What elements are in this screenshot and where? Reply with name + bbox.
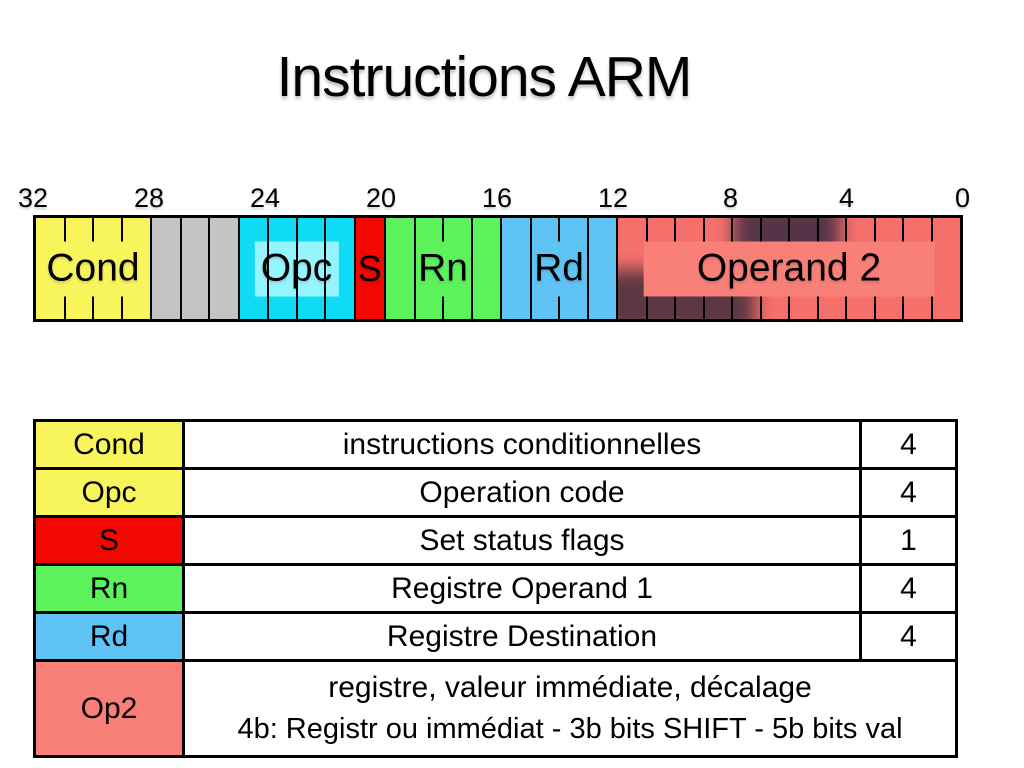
- bit-ruler-label: 8: [722, 183, 739, 213]
- legend-bits-cell: 4: [859, 611, 958, 662]
- field-label-op2: Operand 2: [643, 241, 935, 296]
- legend-description-cell: Set status flags: [182, 515, 862, 566]
- legend-bits-cell: 4: [859, 563, 958, 614]
- field-unused: [150, 218, 238, 319]
- legend-key-cell: Rd: [33, 611, 185, 662]
- bit-cell-divider: [470, 218, 473, 319]
- field-label-rn: Rn: [417, 241, 469, 296]
- legend-key-cell: Cond: [33, 419, 185, 470]
- bit-cell-divider: [267, 218, 269, 319]
- slide-title: Instructions ARM: [276, 45, 693, 109]
- bit-ruler-label: 4: [838, 183, 855, 213]
- field-label-rd: Rd: [533, 241, 585, 296]
- field-rd: Rd: [500, 218, 616, 319]
- field-cond: Cond: [36, 218, 150, 319]
- bit-ruler-label: 0: [954, 183, 971, 213]
- legend-key-cell: Rn: [33, 563, 185, 614]
- legend-key-cell: Opc: [33, 467, 185, 518]
- legend-row-rd: Rd Registre Destination 4: [33, 611, 958, 662]
- bit-ruler-label: 12: [597, 183, 629, 213]
- legend-description-cell: instructions conditionnelles: [182, 419, 862, 470]
- legend-description-line2: 4b: Registr ou immédiat - 3b bits SHIFT …: [237, 713, 903, 746]
- legend-bits-cell: 4: [859, 419, 958, 470]
- legend-key-cell: Op2: [33, 659, 185, 758]
- field-label-cond: Cond: [43, 241, 143, 296]
- bit-ruler-label: 32: [17, 183, 49, 213]
- legend-row-s: S Set status flags 1: [33, 515, 958, 566]
- bit-ruler-label: 16: [481, 183, 513, 213]
- legend-key-cell: S: [33, 515, 185, 566]
- field-s: S: [353, 218, 384, 319]
- field-op2: Operand 2: [616, 218, 960, 319]
- bit-ruler-label: 28: [133, 183, 165, 213]
- legend-description-cell: Operation code: [182, 467, 862, 518]
- field-rn: Rn: [384, 218, 500, 319]
- bit-cell-divider: [529, 218, 532, 319]
- field-label-s: S: [357, 247, 382, 289]
- bit-cell-divider: [295, 218, 298, 319]
- legend-description-cell: registre, valeur immédiate, décalage 4b: …: [182, 659, 958, 758]
- bit-cell-divider: [586, 218, 589, 319]
- field-opc: Opc: [237, 218, 354, 319]
- legend-bits-cell: 4: [859, 467, 958, 518]
- legend-row-opc: Opc Operation code 4: [33, 467, 958, 518]
- legend-description-cell: Registre Operand 1: [182, 563, 862, 614]
- legend-description-line1: registre, valeur immédiate, décalage: [328, 671, 812, 705]
- bit-cell-divider: [324, 218, 326, 319]
- bit-cell-divider: [413, 218, 416, 319]
- legend-bits-cell: 1: [859, 515, 958, 566]
- legend-row-cond: Cond instructions conditionnelles 4: [33, 419, 958, 470]
- bit-cell-divider: [208, 218, 210, 319]
- bit-ruler-label: 20: [365, 183, 397, 213]
- legend-row-op2: Op2 registre, valeur immédiate, décalage 4…: [33, 659, 958, 758]
- legend-description-cell: Registre Destination: [182, 611, 862, 662]
- legend-table: Cond instructions conditionnelles 4 Opc Oper…: [33, 419, 958, 758]
- bit-cell-divider: [179, 218, 182, 319]
- instruction-bitfield-diagram: Cond Opc S Rn Rd Operand 2: [33, 215, 963, 322]
- bit-ruler-label: 24: [249, 183, 281, 213]
- bit-ruler: 32 28 24 20 16 12 8 4 0: [18, 183, 970, 213]
